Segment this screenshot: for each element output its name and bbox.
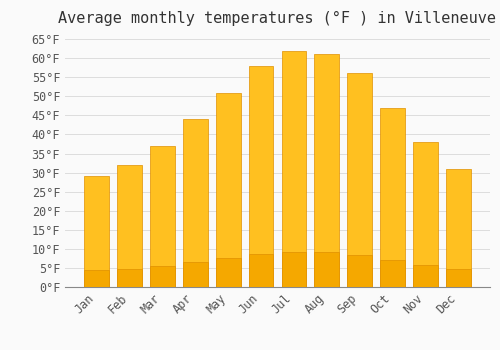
Bar: [413, 265, 438, 287]
Bar: [282, 252, 306, 287]
Bar: [150, 146, 174, 287]
Bar: [446, 269, 470, 287]
Bar: [248, 254, 274, 287]
Bar: [183, 119, 208, 287]
Bar: [314, 54, 339, 287]
Bar: [216, 258, 240, 287]
Title: Average monthly temperatures (°F ) in Villeneuve: Average monthly temperatures (°F ) in Vi…: [58, 11, 496, 26]
Bar: [150, 266, 174, 287]
Bar: [84, 176, 109, 287]
Bar: [348, 255, 372, 287]
Bar: [413, 142, 438, 287]
Bar: [117, 269, 142, 287]
Bar: [446, 169, 470, 287]
Bar: [348, 74, 372, 287]
Bar: [248, 66, 274, 287]
Bar: [380, 108, 405, 287]
Bar: [380, 260, 405, 287]
Bar: [84, 271, 109, 287]
Bar: [183, 262, 208, 287]
Bar: [216, 92, 240, 287]
Bar: [117, 165, 142, 287]
Bar: [282, 50, 306, 287]
Bar: [314, 252, 339, 287]
